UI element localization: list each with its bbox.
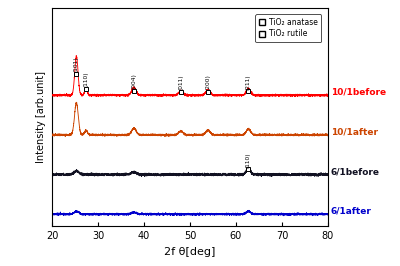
Text: (101): (101) (74, 56, 79, 72)
Text: (211): (211) (246, 74, 251, 90)
Text: (200): (200) (206, 74, 210, 90)
Legend: TiO₂ anatase, TiO₂ rutile: TiO₂ anatase, TiO₂ rutile (255, 14, 322, 42)
X-axis label: 2f θ[deg]: 2f θ[deg] (164, 247, 216, 256)
Y-axis label: Intensity [arb.unit]: Intensity [arb.unit] (36, 71, 46, 163)
Text: 6/1after: 6/1after (331, 207, 372, 216)
Text: 6/1before: 6/1before (331, 167, 380, 176)
Text: 10/1before: 10/1before (331, 88, 386, 97)
Text: (004): (004) (131, 73, 136, 89)
Text: (110): (110) (84, 72, 88, 88)
Text: 10/1after: 10/1after (331, 128, 378, 137)
Text: (110): (110) (246, 152, 251, 168)
Text: (011): (011) (178, 75, 183, 90)
